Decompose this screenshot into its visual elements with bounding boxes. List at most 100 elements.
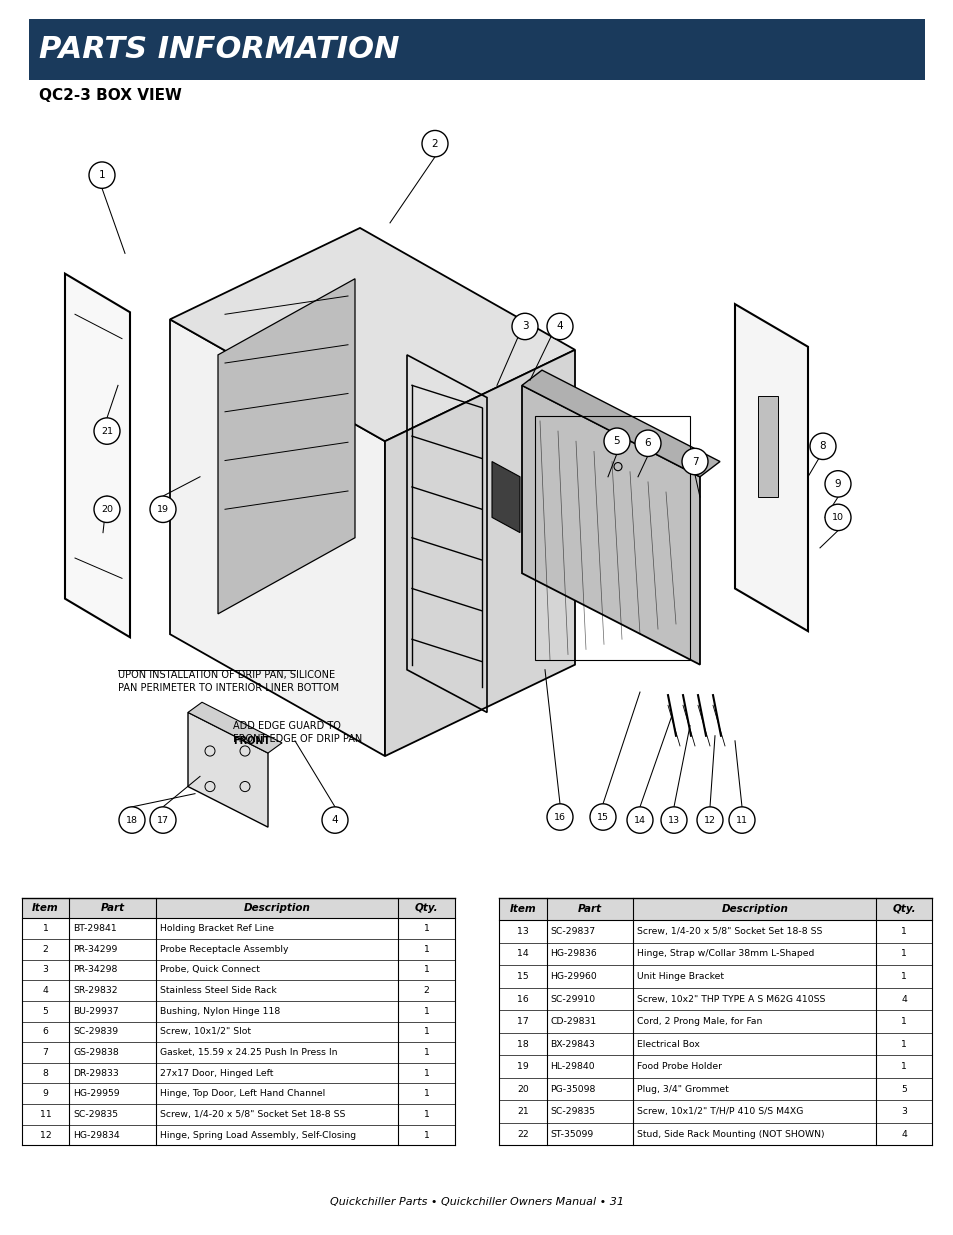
Bar: [535, 416, 689, 659]
Circle shape: [546, 314, 573, 340]
Text: SR-29832: SR-29832: [73, 986, 117, 995]
Text: Description: Description: [244, 903, 311, 913]
Text: 8: 8: [43, 1068, 49, 1078]
Text: 1: 1: [98, 170, 105, 180]
Text: 13: 13: [667, 815, 679, 825]
Circle shape: [681, 448, 707, 474]
Bar: [498, 920, 931, 942]
Text: PR-34299: PR-34299: [73, 945, 117, 953]
Text: 5: 5: [613, 436, 619, 446]
Text: SC-29835: SC-29835: [73, 1110, 118, 1119]
Text: Screw, 1/4-20 x 5/8" Socket Set 18-8 SS: Screw, 1/4-20 x 5/8" Socket Set 18-8 SS: [159, 1110, 345, 1119]
Text: 6: 6: [644, 438, 651, 448]
Text: 12: 12: [40, 1130, 51, 1140]
Bar: [22, 1125, 455, 1145]
Text: Electrical Box: Electrical Box: [637, 1040, 700, 1049]
Bar: [22, 1000, 455, 1021]
Text: Cord, 2 Prong Male, for Fan: Cord, 2 Prong Male, for Fan: [637, 1018, 761, 1026]
Text: 1: 1: [901, 1018, 906, 1026]
Text: 4: 4: [332, 815, 338, 825]
Text: Part: Part: [100, 903, 125, 913]
Text: PR-34298: PR-34298: [73, 966, 117, 974]
Text: UPON INSTALLATION OF DRIP PAN, SILICONE
PAN PERIMETER TO INTERIOR LINER BOTTOM: UPON INSTALLATION OF DRIP PAN, SILICONE …: [118, 669, 338, 693]
Text: 15: 15: [597, 813, 608, 821]
Circle shape: [603, 429, 629, 454]
Circle shape: [660, 806, 686, 834]
Circle shape: [150, 806, 175, 834]
Text: 1: 1: [423, 1110, 429, 1119]
Bar: [22, 898, 455, 919]
Circle shape: [589, 804, 616, 830]
Text: 2: 2: [43, 945, 49, 953]
Text: 1: 1: [901, 927, 906, 936]
Text: 12: 12: [703, 815, 716, 825]
Polygon shape: [734, 304, 807, 631]
Text: HG-29960: HG-29960: [550, 972, 597, 981]
Text: QC2-3 BOX VIEW: QC2-3 BOX VIEW: [39, 88, 182, 103]
Text: Item: Item: [32, 903, 59, 913]
Text: 2: 2: [432, 138, 437, 148]
Circle shape: [809, 433, 835, 459]
Text: HG-29836: HG-29836: [550, 950, 597, 958]
Text: PARTS INFORMATION: PARTS INFORMATION: [39, 35, 399, 64]
Bar: [498, 1100, 931, 1123]
Text: 1: 1: [901, 972, 906, 981]
Text: 21: 21: [101, 426, 112, 436]
Text: 1: 1: [423, 1089, 429, 1098]
Text: ADD EDGE GUARD TO
FRONT EDGE OF DRIP PAN: ADD EDGE GUARD TO FRONT EDGE OF DRIP PAN: [233, 720, 362, 743]
Text: Description: Description: [720, 904, 787, 914]
Circle shape: [626, 806, 652, 834]
Text: BT-29841: BT-29841: [73, 924, 116, 934]
Text: 18: 18: [126, 815, 138, 825]
Bar: [22, 1083, 455, 1104]
Text: Stud, Side Rack Mounting (NOT SHOWN): Stud, Side Rack Mounting (NOT SHOWN): [637, 1130, 823, 1139]
Text: HG-29834: HG-29834: [73, 1130, 120, 1140]
Bar: [22, 919, 455, 939]
Bar: [758, 395, 778, 498]
Text: FRONT: FRONT: [233, 736, 270, 746]
Bar: [498, 1010, 931, 1032]
Text: CD-29831: CD-29831: [550, 1018, 597, 1026]
Text: 1: 1: [423, 924, 429, 934]
Text: Holding Bracket Ref Line: Holding Bracket Ref Line: [159, 924, 274, 934]
Text: 14: 14: [517, 950, 528, 958]
Text: 5: 5: [901, 1084, 906, 1094]
Circle shape: [824, 504, 850, 531]
Text: 6: 6: [43, 1028, 49, 1036]
Circle shape: [94, 496, 120, 522]
Text: Part: Part: [578, 904, 601, 914]
Text: 21: 21: [517, 1107, 528, 1116]
Text: 1: 1: [423, 1028, 429, 1036]
Text: Probe Receptacle Assembly: Probe Receptacle Assembly: [159, 945, 288, 953]
Polygon shape: [385, 350, 575, 756]
Text: SC-29839: SC-29839: [73, 1028, 118, 1036]
Circle shape: [697, 806, 722, 834]
Circle shape: [635, 430, 660, 457]
Text: 1: 1: [423, 1007, 429, 1015]
Text: 22: 22: [517, 1130, 528, 1139]
Text: 4: 4: [901, 994, 906, 1004]
Text: Unit Hinge Bracket: Unit Hinge Bracket: [637, 972, 723, 981]
Text: Screw, 10x1/2" T/H/P 410 S/S M4XG: Screw, 10x1/2" T/H/P 410 S/S M4XG: [637, 1107, 802, 1116]
Text: 1: 1: [423, 1049, 429, 1057]
Text: 10: 10: [831, 513, 843, 522]
Text: 17: 17: [157, 815, 169, 825]
Text: 1: 1: [901, 1062, 906, 1071]
Text: HL-29840: HL-29840: [550, 1062, 595, 1071]
Text: 1: 1: [43, 924, 49, 934]
Bar: [498, 966, 931, 988]
Text: 19: 19: [157, 505, 169, 514]
Text: 17: 17: [517, 1018, 528, 1026]
Bar: [22, 1042, 455, 1063]
Text: 1: 1: [901, 1040, 906, 1049]
Text: Screw, 1/4-20 x 5/8" Socket Set 18-8 SS: Screw, 1/4-20 x 5/8" Socket Set 18-8 SS: [637, 927, 821, 936]
Text: DR-29833: DR-29833: [73, 1068, 119, 1078]
Polygon shape: [170, 228, 575, 441]
Text: SC-29837: SC-29837: [550, 927, 595, 936]
Text: 3: 3: [901, 1107, 906, 1116]
Text: 1: 1: [423, 966, 429, 974]
Text: 3: 3: [43, 966, 49, 974]
Text: Item: Item: [509, 904, 536, 914]
Text: Qty.: Qty.: [415, 903, 438, 913]
Text: Hinge, Spring Load Assembly, Self-Closing: Hinge, Spring Load Assembly, Self-Closin…: [159, 1130, 355, 1140]
